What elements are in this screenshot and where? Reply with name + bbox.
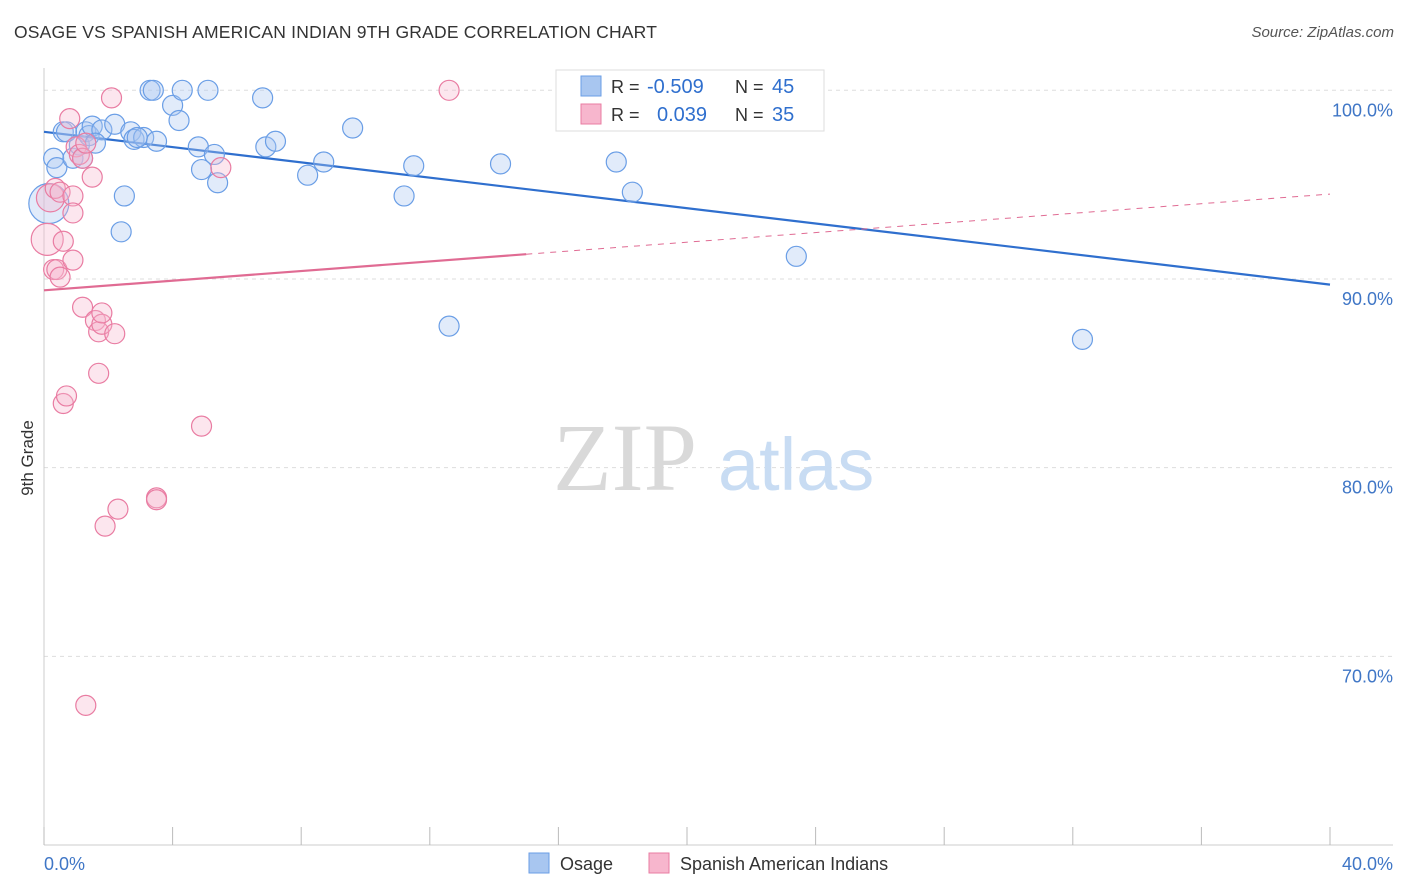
trend-line-spanish <box>43 253 527 292</box>
y-tick-label: 100.0% <box>1332 100 1393 120</box>
point-osage <box>252 87 274 109</box>
bottom-legend-label-osage: Osage <box>560 854 613 874</box>
point-osage <box>171 79 193 101</box>
point-spanish <box>49 181 71 203</box>
point-osage <box>785 245 807 267</box>
bottom-legend-swatch-spanish <box>648 852 670 874</box>
point-osage <box>46 157 68 179</box>
point-spanish <box>91 302 113 324</box>
point-spanish <box>210 157 232 179</box>
legend-swatch-spanish <box>580 103 602 125</box>
point-spanish <box>49 266 71 288</box>
legend-n-value-osage: 45 <box>772 76 794 98</box>
point-spanish <box>55 385 78 407</box>
point-spanish <box>100 87 123 109</box>
legend-n-label-osage: N = <box>735 77 764 97</box>
point-spanish <box>145 489 168 511</box>
grid-layer: 70.0% 80.0% 90.0% 100.0% <box>44 89 1393 686</box>
bottom-legend-label-spanish: Spanish American Indians <box>680 854 888 874</box>
point-spanish <box>75 132 97 154</box>
point-spanish <box>190 415 213 437</box>
legend-n-label-spanish: N = <box>735 105 764 125</box>
point-osage <box>91 119 113 141</box>
point-osage <box>342 117 364 139</box>
point-spanish <box>52 230 74 252</box>
bottom-legend: Osage Spanish American Indians <box>528 852 888 874</box>
trend-line-spanish-extrapolated <box>526 193 1331 255</box>
point-osage <box>168 109 190 132</box>
y-tick-label: 90.0% <box>1342 289 1393 309</box>
point-spanish <box>94 515 116 537</box>
point-spanish <box>62 185 84 207</box>
legend-r-value-osage: -0.509 <box>647 76 704 98</box>
point-osage <box>297 164 319 186</box>
points-layer <box>28 79 1094 716</box>
point-osage <box>110 221 132 243</box>
point-spanish <box>107 498 129 520</box>
x-tick-label-min: 0.0% <box>44 854 85 874</box>
point-osage <box>203 143 225 166</box>
y-tick-label: 80.0% <box>1342 478 1393 498</box>
point-spanish <box>81 166 103 188</box>
point-osage <box>142 79 164 101</box>
point-spanish <box>75 694 97 716</box>
y-tick-label: 70.0% <box>1342 666 1393 686</box>
legend-r-value-spanish: 0.039 <box>657 104 707 126</box>
y-axis-title: 9th Grade <box>18 420 37 496</box>
point-spanish <box>88 362 110 384</box>
point-spanish <box>71 296 94 318</box>
legend-r-label-osage: R = <box>611 77 640 97</box>
point-osage <box>393 185 415 207</box>
point-osage <box>113 185 135 207</box>
point-osage <box>489 153 512 175</box>
chart-source: Source: ZipAtlas.com <box>1251 24 1394 41</box>
point-osage <box>313 151 335 173</box>
legend-r-label-spanish: R = <box>611 105 640 125</box>
point-spanish <box>104 323 126 345</box>
watermark-atlas: atlas <box>718 423 874 506</box>
point-spanish <box>438 79 460 101</box>
legend-box: R = -0.509 N = 45 R = 0.039 N = 35 <box>555 69 825 132</box>
point-osage <box>264 130 287 152</box>
point-spanish <box>62 202 84 224</box>
trend-line-osage <box>43 130 1331 286</box>
bottom-legend-swatch-osage <box>528 852 550 874</box>
legend-n-value-spanish: 35 <box>772 104 794 126</box>
point-osage <box>1071 328 1094 350</box>
point-osage <box>438 315 460 337</box>
point-osage <box>145 130 168 152</box>
point-osage <box>403 155 425 177</box>
point-osage <box>621 181 643 203</box>
point-osage <box>605 151 627 173</box>
trend-layer <box>43 130 1331 292</box>
point-spanish <box>59 108 81 130</box>
axes-layer <box>43 68 1393 846</box>
point-osage <box>55 121 78 143</box>
legend-swatch-osage <box>580 75 602 97</box>
point-spanish <box>68 143 90 166</box>
x-tick-label-max: 40.0% <box>1342 854 1393 874</box>
point-spanish <box>62 249 84 271</box>
point-osage <box>133 126 155 149</box>
watermark: ZIP atlas <box>553 404 874 511</box>
chart-title: OSAGE VS SPANISH AMERICAN INDIAN 9TH GRA… <box>14 22 658 42</box>
point-osage <box>126 126 148 149</box>
watermark-zip: ZIP <box>553 404 697 511</box>
point-osage <box>197 79 219 101</box>
